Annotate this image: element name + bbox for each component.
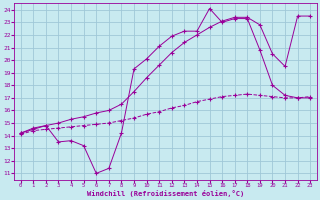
X-axis label: Windchill (Refroidissement éolien,°C): Windchill (Refroidissement éolien,°C) [87,190,244,197]
